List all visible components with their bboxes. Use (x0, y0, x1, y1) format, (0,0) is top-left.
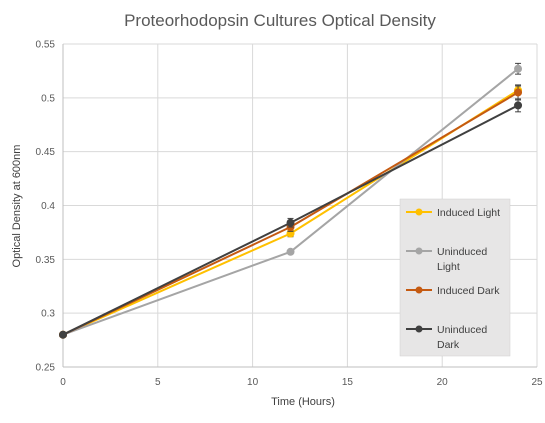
data-point (286, 218, 295, 227)
data-point (59, 330, 67, 339)
x-tick-label: 5 (155, 377, 161, 388)
x-tick-label: 25 (531, 377, 543, 388)
y-tick-label: 0.5 (41, 93, 55, 104)
series-group (59, 62, 523, 339)
y-tick-label: 0.45 (36, 147, 56, 158)
y-tick-label: 0.35 (36, 255, 56, 266)
legend-item: Induced Light (406, 207, 500, 219)
y-tick-label: 0.3 (41, 309, 55, 320)
chart-title: Proteorhodopsin Cultures Optical Density (124, 11, 436, 30)
legend-swatch-marker (415, 325, 423, 333)
legend-label: Light (437, 261, 460, 273)
y-tick-label: 0.25 (36, 363, 56, 374)
x-tick-label: 10 (247, 377, 259, 388)
data-point (514, 64, 523, 73)
legend-item: Uninduced Dark (406, 324, 487, 351)
legend-label: Induced Dark (437, 285, 500, 297)
data-point (514, 88, 523, 97)
tick-labels: 0.25 0.3 0.35 0.4 0.45 0.5 0.55 0 5 10 15 20 25 (36, 40, 543, 389)
x-tick-label: 0 (60, 377, 66, 388)
legend: Induced Light Uninduced Light Induced Dark U… (399, 198, 511, 357)
legend-swatch-marker (415, 247, 423, 255)
data-point (286, 247, 295, 256)
x-tick-label: 15 (342, 377, 354, 388)
legend-label: Uninduced (437, 324, 487, 336)
legend-item: Uninduced Light (406, 246, 487, 273)
legend-label: Uninduced (437, 246, 487, 258)
series-uninduced-dark (59, 98, 523, 339)
legend-label: Induced Light (437, 207, 500, 219)
data-point (514, 101, 523, 110)
legend-swatch-marker (415, 208, 423, 216)
y-tick-label: 0.55 (36, 40, 56, 51)
legend-swatch-marker (415, 286, 423, 294)
x-tick-label: 20 (437, 377, 449, 388)
y-tick-label: 0.4 (41, 201, 55, 212)
axes (62, 44, 537, 368)
y-axis-label: Optical Density at 600nm (11, 145, 23, 268)
legend-item: Induced Dark (406, 285, 500, 297)
legend-label: Dark (437, 339, 460, 351)
x-axis-label: Time (Hours) (271, 396, 335, 408)
